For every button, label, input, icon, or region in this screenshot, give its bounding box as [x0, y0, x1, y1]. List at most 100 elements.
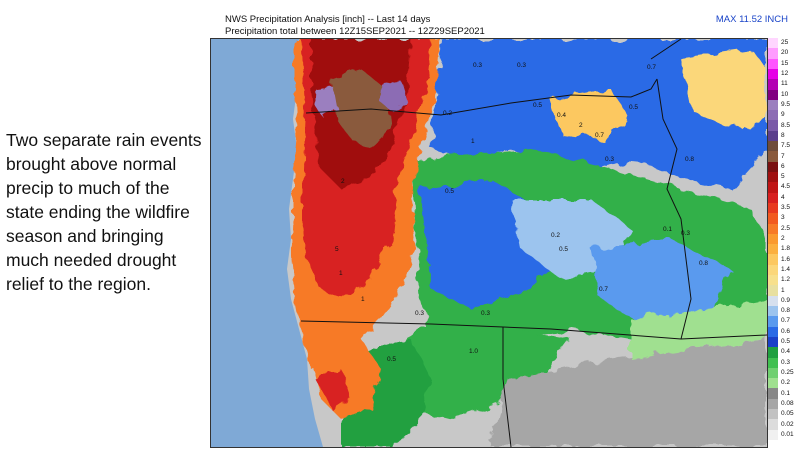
map-value-label: 0.3 [517, 62, 526, 69]
precip-zone-green-south [391, 329, 571, 419]
legend-swatch [768, 336, 778, 348]
legend-label: 0.1 [781, 389, 791, 397]
legend-swatch [768, 326, 778, 338]
legend-swatch [768, 264, 778, 276]
legend-label: 2.5 [781, 224, 791, 232]
legend-label: 4 [781, 193, 785, 201]
legend-swatch [768, 378, 778, 389]
legend-label: 9.5 [781, 101, 791, 108]
map-value-label: 0.3 [681, 230, 690, 237]
state-border-id-mt [650, 39, 682, 60]
legend-label: 7.5 [781, 142, 791, 150]
precip-zone-yellow-central [551, 89, 631, 139]
map-value-label: 0.4 [557, 112, 566, 119]
state-border-wa-or [305, 78, 658, 116]
legend-swatch [768, 58, 778, 70]
map-value-label: 2 [579, 122, 583, 129]
legend-label: 6 [781, 162, 785, 170]
legend-label: 1 [781, 286, 785, 294]
map-value-label: 0.5 [629, 104, 638, 111]
max-precip-label: MAX 11.52 INCH [715, 14, 788, 25]
legend-label: 0.4 [781, 348, 791, 356]
legend-swatch [768, 316, 778, 328]
map-subtitle: Precipitation total between 12Z15SEP2021… [225, 26, 485, 37]
legend-swatch [768, 285, 778, 297]
map-title: NWS Precipitation Analysis [inch] -- Las… [225, 14, 431, 25]
map-value-label: 5 [335, 246, 339, 253]
legend-label: 3 [781, 214, 785, 222]
map-value-label: 0.3 [473, 62, 482, 69]
map-value-label: 0.3 [481, 310, 490, 317]
map-value-label: 0.8 [699, 260, 708, 267]
state-border-or-id [656, 78, 692, 340]
legend-swatch [768, 409, 778, 420]
legend-label: 0.25 [781, 369, 794, 376]
legend-swatch [768, 68, 778, 80]
legend-label: 0.05 [781, 410, 794, 418]
map-value-label: 0.7 [647, 64, 656, 71]
precip-zone-purple-peak-2 [379, 81, 407, 111]
precipitation-map: 0.3 0.3 0.2 0.5 0.5 0.7 2 0.4 1 0.7 0.3 … [210, 38, 768, 448]
precip-zone-yellow-ne [681, 49, 767, 129]
slide-caption: Two separate rain events brought above n… [6, 130, 202, 294]
map-value-label: 1 [339, 270, 343, 277]
legend-label: 9 [781, 111, 785, 119]
legend-label: 0.2 [781, 379, 791, 387]
precip-zone-purple-peak-1 [315, 87, 337, 117]
legend-label: 8 [781, 131, 785, 139]
legend-label: 0.8 [781, 307, 791, 315]
legend-label: 1.6 [781, 255, 791, 263]
legend-swatch [768, 223, 778, 235]
map-value-label: 0.5 [559, 246, 568, 253]
legend-label: 3.5 [781, 204, 791, 212]
map-value-label: 1.0 [469, 348, 478, 355]
legend-label: 5 [781, 173, 785, 181]
legend-swatch [768, 357, 778, 369]
map-value-label: 0.7 [599, 286, 608, 293]
legend-label: 0.7 [781, 317, 791, 325]
legend-swatch [768, 192, 778, 204]
legend-swatch [768, 202, 778, 214]
legend-swatch [768, 141, 778, 152]
legend-label: 4.5 [781, 183, 791, 191]
legend-label: 20 [781, 49, 789, 57]
legend-swatch [768, 398, 778, 410]
map-value-label: 0.1 [663, 226, 672, 233]
legend-label: 0.3 [781, 358, 791, 366]
legend-swatch [768, 367, 778, 379]
legend-swatch [768, 254, 778, 266]
legend-label: 12 [781, 70, 789, 78]
legend-label: 2 [781, 235, 785, 242]
legend-label: 25 [781, 39, 789, 47]
legend-swatch [768, 275, 778, 286]
state-border-or-ca-nv [300, 320, 767, 340]
legend-label: 1.4 [781, 265, 791, 273]
precip-zone-red-south [315, 369, 351, 411]
legend-label: 10 [781, 90, 789, 98]
map-header: NWS Precipitation Analysis [inch] -- Las… [216, 14, 796, 40]
legend-label: 0.9 [781, 296, 791, 304]
legend-label: 11 [781, 80, 788, 88]
legend-label: 0.6 [781, 327, 791, 335]
map-value-label: 0.3 [415, 310, 424, 317]
legend-label: 1.8 [781, 245, 791, 253]
legend-label: 0.08 [781, 399, 794, 407]
legend-swatch [768, 347, 778, 359]
map-value-label: 0.5 [533, 102, 542, 109]
map-value-label: 2 [341, 178, 345, 185]
state-border-ca-nv [502, 327, 512, 447]
legend-label: 8.5 [781, 121, 791, 129]
map-value-label: 0.2 [443, 110, 452, 117]
legend-swatch [768, 110, 778, 121]
legend-swatch [768, 99, 778, 111]
legend-swatch [768, 89, 778, 101]
legend-swatch [768, 233, 778, 245]
precip-color-legend: 25 20 15 12 11 10 9.5 9 8.5 8 7.5 7 6 5 4.5 4 3.5 3 2.5 2 1.… [768, 38, 798, 446]
map-value-label: 0.7 [595, 132, 604, 139]
map-value-label: 1 [471, 138, 475, 145]
precip-zone-blue-east [591, 239, 731, 329]
legend-swatch [768, 429, 778, 441]
legend-label: 0.02 [781, 420, 794, 428]
legend-label: 0.5 [781, 338, 791, 346]
legend-label: 1.2 [781, 276, 791, 284]
